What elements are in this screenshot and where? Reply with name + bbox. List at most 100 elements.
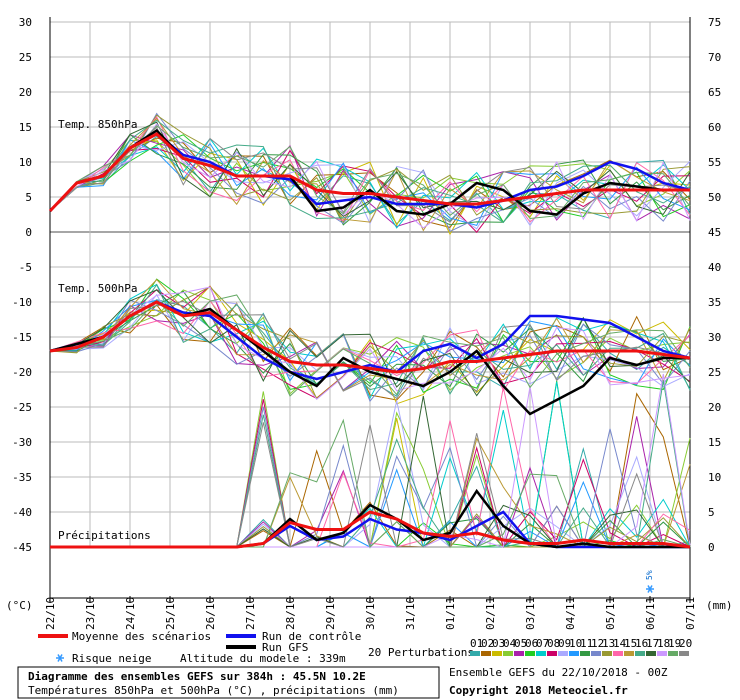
perturbation-id: 03 — [492, 637, 505, 650]
y-tick-left: 20 — [19, 86, 32, 99]
y-tick-left: -15 — [12, 331, 32, 344]
perturbation-swatch — [602, 651, 612, 656]
perturbation-swatch — [646, 651, 656, 656]
perturbation-swatch — [668, 651, 678, 656]
x-tick-label: 29/10 — [324, 597, 337, 630]
perturbation-id: 11 — [580, 637, 593, 650]
ensemble-t850-line — [49, 133, 691, 226]
perturbation-id: 08 — [547, 637, 560, 650]
y-tick-right: 45 — [708, 226, 721, 239]
perturbation-swatch — [679, 651, 689, 656]
legend-gfs-label: Run GFS — [262, 641, 308, 654]
ensemble-t850-line — [49, 139, 691, 236]
ensemble-t850-line — [49, 147, 691, 233]
footer-copyright: Copyright 2018 Meteociel.fr — [449, 684, 628, 697]
ensemble-t500-line — [49, 283, 691, 395]
perturbation-swatch — [657, 651, 667, 656]
y-tick-right: 10 — [708, 471, 721, 484]
perturbation-id: 12 — [591, 637, 604, 650]
y-tick-left: -45 — [12, 541, 32, 554]
perturbation-swatch — [558, 651, 568, 656]
perturbation-id: 15 — [624, 637, 637, 650]
perturbation-id: 01 — [470, 637, 483, 650]
y-tick-left: -35 — [12, 471, 32, 484]
y-tick-right: 50 — [708, 191, 721, 204]
x-tick-label: 28/10 — [284, 597, 297, 630]
y-tick-right: 5 — [708, 506, 715, 519]
y-tick-right: 20 — [708, 401, 721, 414]
y-tick-right: 75 — [708, 16, 721, 29]
perturbation-id: 05 — [514, 637, 527, 650]
perturbation-swatch — [525, 651, 535, 656]
y-tick-left: 5 — [25, 191, 32, 204]
perturbation-id: 04 — [503, 637, 517, 650]
x-tick-label: 30/10 — [364, 597, 377, 630]
ensemble-t500-line — [49, 286, 691, 400]
snow-risk-marker: 5% — [645, 570, 654, 593]
perturbation-id: 10 — [569, 637, 582, 650]
perturbation-swatch — [613, 651, 623, 656]
x-tick-label: 23/10 — [84, 597, 97, 630]
legend: Moyenne des scénarios Run de contrôle Ru… — [38, 630, 692, 665]
y-tick-right: 15 — [708, 436, 721, 449]
mean-precip-line — [50, 510, 691, 549]
mean-t500-line — [49, 300, 691, 374]
y-tick-left: -30 — [12, 436, 32, 449]
gfs-t850-line — [49, 128, 690, 216]
y-tick-left: 25 — [19, 51, 32, 64]
legend-altitude: Altitude du modele : 339m — [180, 652, 346, 665]
x-tick-label: 26/10 — [204, 597, 217, 630]
x-tick-label: 01/11 — [444, 597, 457, 630]
x-tick-label: 25/10 — [164, 597, 177, 630]
x-tick-label: 02/11 — [484, 597, 497, 630]
perturbation-swatch — [470, 651, 480, 656]
perturbation-swatch — [635, 651, 645, 656]
perturbation-swatch — [569, 651, 579, 656]
perturbation-id: 19 — [668, 637, 681, 650]
snowflake-icon — [56, 654, 64, 662]
label-t500: Temp. 500hPa — [58, 282, 137, 295]
ensemble-t850-line — [49, 141, 691, 230]
snowflake-icon — [646, 585, 654, 593]
x-tick-label: 27/10 — [244, 597, 257, 630]
x-tick-label: 22/10 — [44, 597, 57, 630]
y-tick-right: 30 — [708, 331, 721, 344]
perturbation-swatch — [503, 651, 513, 656]
ensemble-t500-line — [49, 300, 691, 400]
ensemble-t850-line — [49, 117, 691, 232]
y-tick-right: 65 — [708, 86, 721, 99]
ensemble-t850-line — [49, 126, 691, 223]
x-tick-label: 04/11 — [564, 597, 577, 630]
perturbation-id: 14 — [613, 637, 627, 650]
ensemble-t850-line — [49, 119, 691, 224]
y-tick-left: 30 — [19, 16, 32, 29]
y-tick-left: 0 — [25, 226, 32, 239]
perturbation-id: 13 — [602, 637, 615, 650]
perturbation-id: 02 — [481, 637, 494, 650]
y-tick-right: 60 — [708, 121, 721, 134]
y-tick-left: -40 — [12, 506, 32, 519]
ensemble-t500-line — [49, 278, 691, 392]
legend-control-label: Run de contrôle — [262, 630, 361, 643]
ensemble-t850-line — [49, 137, 691, 229]
x-tick-label: 05/11 — [604, 597, 617, 630]
perturbation-swatch — [591, 651, 601, 656]
ensemble-t850-line — [49, 125, 691, 220]
perturbation-swatch — [547, 651, 557, 656]
y-tick-right: 55 — [708, 156, 721, 169]
perturbation-id: 18 — [657, 637, 670, 650]
label-t850: Temp. 850hPa — [58, 118, 137, 131]
x-tick-label: 03/11 — [524, 597, 537, 630]
footer-run: Ensemble GEFS du 22/10/2018 - 00Z — [449, 666, 668, 679]
ensemble-t500-line — [49, 286, 691, 401]
ensemble-t850-line — [49, 137, 691, 228]
axis-unit-left: (°C) — [6, 599, 33, 612]
footer-box — [17, 666, 440, 699]
ensemble-t850-line — [49, 139, 691, 216]
y-tick-left: -5 — [19, 261, 32, 274]
perturbation-id: 16 — [635, 637, 648, 650]
perturbation-id: 20 — [679, 637, 692, 650]
legend-snow-label: Risque neige — [72, 652, 151, 665]
footer-title: Diagramme des ensembles GEFS sur 384h : … — [28, 670, 366, 683]
